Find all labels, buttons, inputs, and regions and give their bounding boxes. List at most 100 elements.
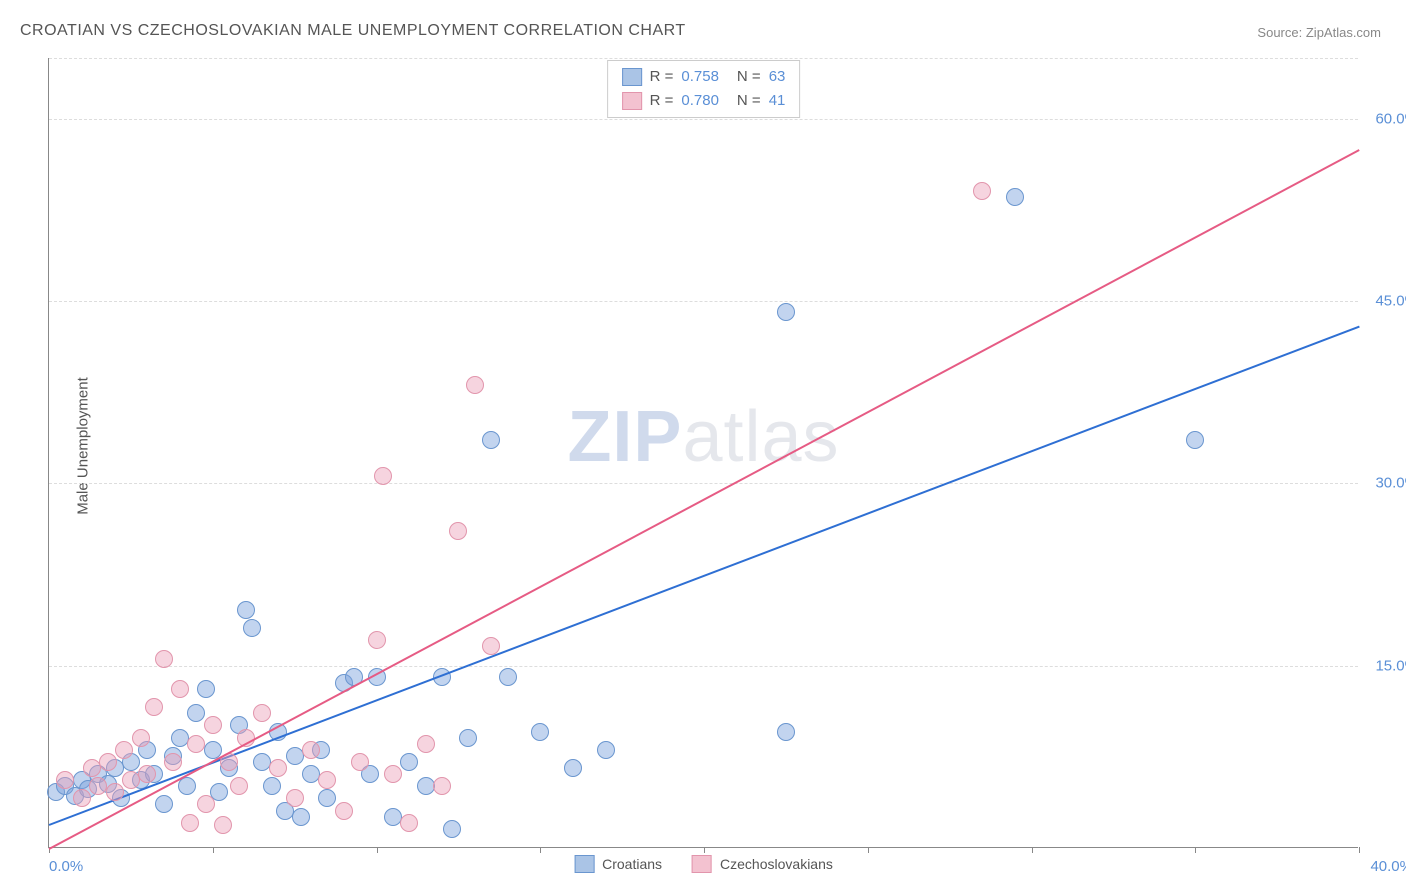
data-point	[302, 765, 320, 783]
data-point	[243, 619, 261, 637]
data-point	[400, 753, 418, 771]
data-point	[187, 704, 205, 722]
legend-item: Czechoslovakians	[692, 855, 833, 873]
data-point	[384, 765, 402, 783]
data-point	[482, 637, 500, 655]
data-point	[318, 789, 336, 807]
data-point	[132, 729, 150, 747]
x-axis-min-label: 0.0%	[49, 858, 83, 875]
data-point	[499, 668, 517, 686]
scatter-plot: ZIPatlas R =0.758N =63R =0.780N =41 Croa…	[48, 58, 1358, 848]
data-point	[89, 777, 107, 795]
data-point	[187, 735, 205, 753]
data-point	[449, 522, 467, 540]
y-tick-label: 45.0%	[1375, 293, 1406, 310]
data-point	[417, 777, 435, 795]
stats-row: R =0.758N =63	[622, 65, 786, 89]
data-point	[155, 650, 173, 668]
x-axis-max-label: 40.0%	[1370, 858, 1406, 875]
x-tick	[1195, 847, 1196, 853]
data-point	[263, 777, 281, 795]
data-point	[400, 814, 418, 832]
data-point	[138, 765, 156, 783]
data-point	[973, 182, 991, 200]
data-point	[83, 759, 101, 777]
data-point	[115, 741, 133, 759]
data-point	[777, 723, 795, 741]
data-point	[318, 771, 336, 789]
data-point	[99, 753, 117, 771]
legend-swatch	[692, 855, 712, 873]
data-point	[286, 747, 304, 765]
series-legend: Croatians Czechoslovakians	[574, 855, 833, 873]
data-point	[171, 729, 189, 747]
x-tick	[1032, 847, 1033, 853]
data-point	[466, 376, 484, 394]
legend-label: Czechoslovakians	[720, 856, 833, 872]
data-point	[214, 816, 232, 834]
data-point	[368, 631, 386, 649]
data-point	[433, 777, 451, 795]
data-point	[384, 808, 402, 826]
data-point	[197, 680, 215, 698]
x-tick	[1359, 847, 1360, 853]
legend-item: Croatians	[574, 855, 662, 873]
data-point	[181, 814, 199, 832]
legend-label: Croatians	[602, 856, 662, 872]
data-point	[777, 303, 795, 321]
y-tick-label: 60.0%	[1375, 110, 1406, 127]
y-tick-label: 30.0%	[1375, 475, 1406, 492]
data-point	[164, 753, 182, 771]
data-point	[204, 716, 222, 734]
data-point	[253, 704, 271, 722]
legend-swatch	[622, 92, 642, 110]
trend-line	[49, 325, 1360, 825]
data-point	[145, 698, 163, 716]
data-point	[171, 680, 189, 698]
data-point	[253, 753, 271, 771]
data-point	[237, 601, 255, 619]
data-point	[155, 795, 173, 813]
data-point	[374, 467, 392, 485]
data-point	[302, 741, 320, 759]
correlation-stats-box: R =0.758N =63R =0.780N =41	[607, 60, 801, 118]
data-point	[351, 753, 369, 771]
x-tick	[868, 847, 869, 853]
legend-swatch	[574, 855, 594, 873]
source-attribution: Source: ZipAtlas.com	[1257, 25, 1381, 40]
x-tick	[377, 847, 378, 853]
data-point	[73, 789, 91, 807]
chart-title: CROATIAN VS CZECHOSLOVAKIAN MALE UNEMPLO…	[20, 22, 686, 40]
y-tick-label: 15.0%	[1375, 657, 1406, 674]
gridline	[49, 58, 1358, 59]
data-point	[564, 759, 582, 777]
trend-line	[49, 149, 1360, 850]
data-point	[459, 729, 477, 747]
x-tick	[213, 847, 214, 853]
stats-row: R =0.780N =41	[622, 89, 786, 113]
gridline	[49, 483, 1358, 484]
data-point	[1006, 188, 1024, 206]
data-point	[56, 771, 74, 789]
data-point	[531, 723, 549, 741]
legend-swatch	[622, 68, 642, 86]
data-point	[417, 735, 435, 753]
data-point	[286, 789, 304, 807]
data-point	[335, 802, 353, 820]
x-tick	[540, 847, 541, 853]
watermark-text: ZIPatlas	[567, 396, 839, 478]
data-point	[597, 741, 615, 759]
data-point	[482, 431, 500, 449]
data-point	[443, 820, 461, 838]
data-point	[197, 795, 215, 813]
data-point	[269, 759, 287, 777]
gridline	[49, 666, 1358, 667]
data-point	[106, 783, 124, 801]
data-point	[122, 771, 140, 789]
x-tick	[704, 847, 705, 853]
data-point	[230, 777, 248, 795]
gridline	[49, 301, 1358, 302]
data-point	[1186, 431, 1204, 449]
gridline	[49, 119, 1358, 120]
data-point	[292, 808, 310, 826]
